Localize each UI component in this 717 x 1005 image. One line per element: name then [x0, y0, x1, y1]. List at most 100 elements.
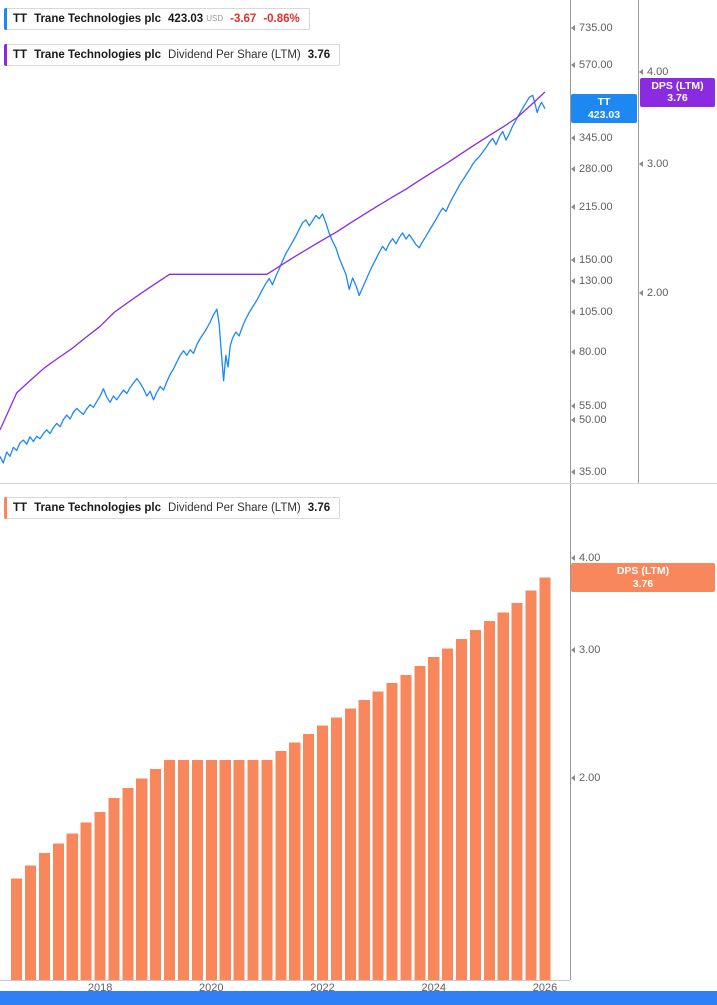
dividend-bar[interactable] — [275, 750, 287, 980]
axis-tick-label: 570.00 — [571, 59, 613, 72]
dividend-bar[interactable] — [11, 878, 23, 980]
dividend-bar[interactable] — [330, 717, 342, 980]
dividend-bar[interactable] — [233, 759, 245, 980]
legend-price-series[interactable]: TT Trane Technologies plc 423.03 USD -3.… — [4, 8, 310, 30]
last-price-badge: TT 423.03 — [571, 94, 637, 124]
dividend-bar[interactable] — [261, 759, 273, 980]
dividend-bar[interactable] — [150, 768, 162, 980]
dividend-bar[interactable] — [483, 621, 495, 980]
dividend-bar[interactable] — [428, 657, 440, 980]
legend-company-name: Trane Technologies plc — [34, 502, 162, 514]
axis-tick-label: 130.00 — [571, 274, 613, 287]
dividend-bar[interactable] — [66, 833, 78, 980]
dividend-bar[interactable] — [178, 759, 190, 980]
axis-tick-label: 150.00 — [571, 253, 613, 266]
dividend-bar[interactable] — [122, 788, 134, 980]
axis-tick-label: 55.00 — [571, 400, 607, 413]
dps-value-badge: DPS (LTM) 3.76 — [640, 77, 715, 107]
dividend-bar[interactable] — [164, 759, 176, 980]
dividend-bar[interactable] — [469, 630, 481, 980]
legend-ticker: TT — [13, 502, 28, 514]
axis-tick-label: 35.00 — [571, 466, 607, 479]
badge-dps-value: 3.76 — [667, 92, 688, 104]
price-series-color-stripe — [4, 8, 7, 30]
dividend-bar[interactable] — [511, 603, 523, 980]
dividend-bar[interactable] — [344, 708, 356, 980]
dividend-bar[interactable] — [108, 797, 120, 980]
legend-dps-series[interactable]: TT Trane Technologies plc Dividend Per S… — [4, 44, 341, 66]
dividend-bar[interactable] — [205, 759, 217, 980]
axis-tick-label: 735.00 — [571, 22, 613, 35]
x-axis-line — [0, 980, 570, 981]
legend-currency: USD — [206, 14, 224, 23]
legend-company-name: Trane Technologies plc — [34, 49, 162, 61]
price-chart[interactable] — [0, 0, 570, 483]
time-range-scrollbar[interactable] — [0, 991, 717, 1005]
legend-ticker: TT — [13, 49, 28, 61]
dividend-bar[interactable] — [456, 639, 468, 980]
dividend-panel: TT Trane Technologies plc Dividend Per S… — [0, 484, 570, 980]
dividend-bar[interactable] — [358, 699, 370, 980]
dividend-bar[interactable] — [525, 590, 537, 980]
dividend-bar[interactable] — [303, 733, 315, 980]
badge-ticker: TT — [597, 96, 611, 109]
dividend-bar[interactable] — [52, 843, 64, 980]
dividend-bar[interactable] — [386, 682, 398, 980]
legend-metric-name: Dividend Per Share (LTM) — [168, 49, 301, 61]
badge-dps-value: 3.76 — [632, 577, 654, 590]
legend-price-change: -3.67 — [230, 13, 257, 25]
dps-axis[interactable]: 4.00 3.00 2.00 — [638, 0, 717, 483]
legend-metric-name: Dividend Per Share (LTM) — [168, 502, 301, 514]
dividend-bar[interactable] — [539, 577, 551, 980]
dividend-bar[interactable] — [442, 648, 454, 980]
dps-bottom-axis[interactable]: 4.00 3.00 2.00 — [570, 484, 717, 980]
dividend-bar[interactable] — [38, 853, 50, 980]
panel-divider — [0, 483, 717, 484]
legend-metric-value: 3.76 — [307, 502, 331, 514]
axis-tick-label: 280.00 — [571, 162, 613, 175]
dividend-bar[interactable] — [289, 742, 301, 980]
badge-price-value: 423.03 — [587, 108, 621, 121]
legend-last-price: 423.03 — [168, 13, 204, 25]
axis-tick-label: 4.00 — [638, 66, 669, 79]
axis-tick-label: 345.00 — [571, 132, 613, 145]
price-panel: TT Trane Technologies plc 423.03 USD -3.… — [0, 0, 570, 483]
dividend-bar[interactable] — [219, 759, 231, 980]
axis-tick-label: 105.00 — [571, 305, 613, 318]
axis-tick-label: 80.00 — [571, 345, 607, 358]
legend-ticker: TT — [13, 13, 28, 25]
dividend-bar[interactable] — [25, 865, 37, 981]
bar-series-color-stripe — [4, 497, 7, 519]
dps-axis-line — [638, 0, 639, 483]
dps-bottom-badge: DPS (LTM) 3.76 — [571, 563, 715, 593]
dividend-bar[interactable] — [80, 822, 92, 981]
price-axis[interactable]: 735.00 570.00 345.00 280.00 215.00 150.00 130.… — [570, 0, 638, 483]
axis-tick-label: 2.00 — [638, 286, 669, 299]
dps-line[interactable] — [0, 91, 546, 431]
dividend-bar[interactable] — [94, 811, 106, 980]
axis-tick-label: 50.00 — [571, 414, 607, 427]
axis-tick-label: 2.00 — [570, 772, 601, 785]
legend-price-change-pct: -0.86% — [263, 13, 300, 25]
dividend-bar[interactable] — [372, 691, 384, 980]
badge-label: DPS (LTM) — [616, 565, 670, 578]
axis-tick-label: 215.00 — [571, 201, 613, 214]
dividend-bar[interactable] — [191, 759, 203, 980]
dividend-bar[interactable] — [400, 674, 412, 980]
dps-series-color-stripe — [4, 44, 7, 66]
legend-dps-bars[interactable]: TT Trane Technologies plc Dividend Per S… — [4, 497, 341, 519]
axis-tick-label: 3.00 — [638, 157, 669, 170]
legend-metric-value: 3.76 — [307, 49, 331, 61]
dividend-bar[interactable] — [497, 612, 509, 981]
dividend-bar[interactable] — [247, 759, 259, 980]
dividend-bar[interactable] — [136, 778, 148, 980]
price-axis-line — [570, 0, 571, 980]
price-line[interactable] — [0, 94, 546, 464]
axis-tick-label: 3.00 — [570, 643, 601, 656]
axis-tick-label: 4.00 — [570, 552, 601, 565]
legend-company-name: Trane Technologies plc — [34, 13, 162, 25]
dividend-bar[interactable] — [317, 725, 329, 980]
dividend-bar[interactable] — [414, 665, 426, 980]
dividend-bar-chart[interactable] — [0, 484, 570, 980]
